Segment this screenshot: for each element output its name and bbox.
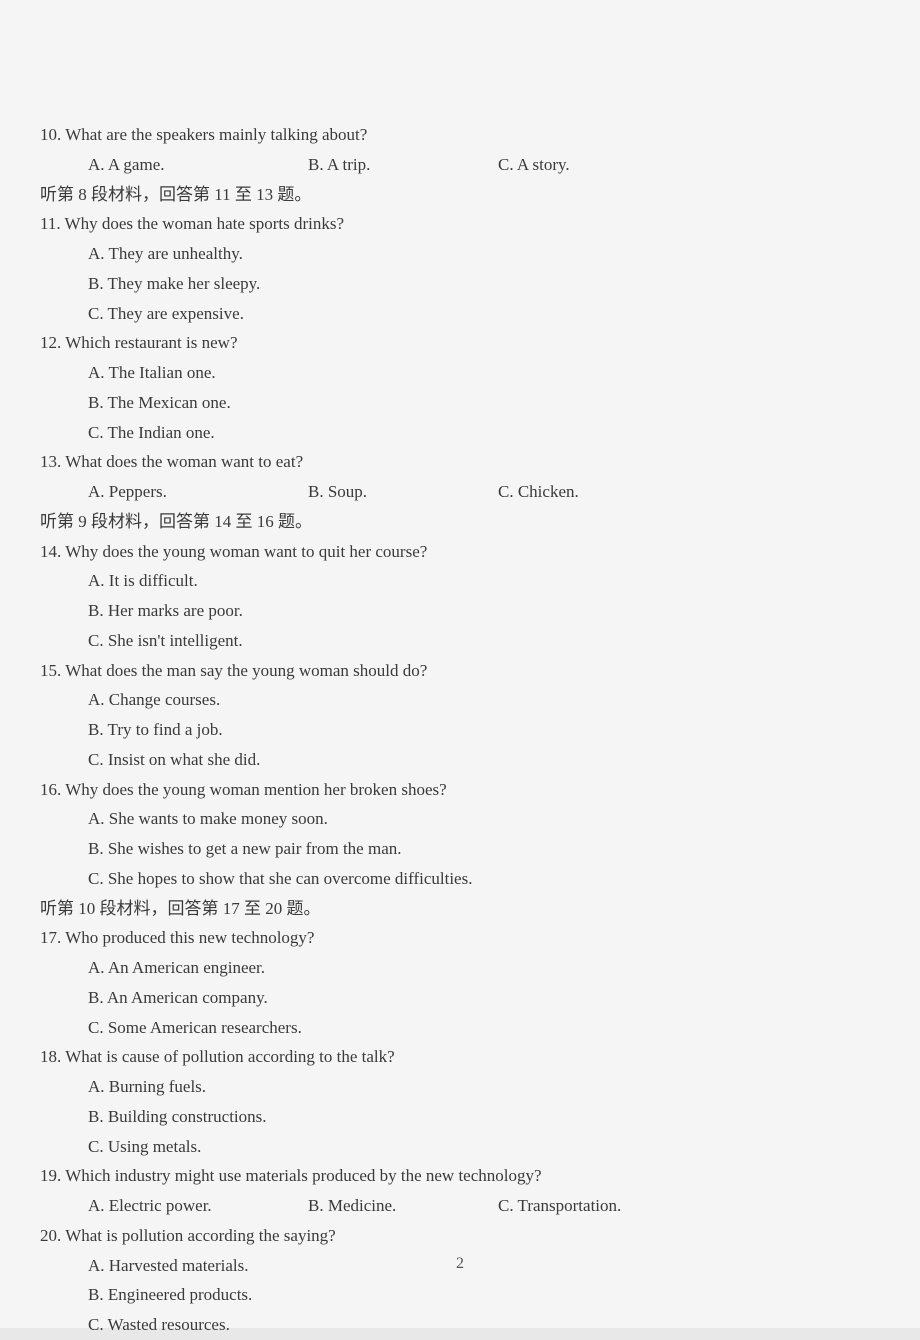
section-9-header: 听第 9 段材料，回答第 14 至 16 题。 (40, 507, 880, 537)
q13-b: B. Soup. (308, 477, 498, 507)
q13-prompt: 13. What does the woman want to eat? (40, 447, 880, 477)
q15-prompt: 15. What does the man say the young woma… (40, 656, 880, 686)
q10-a: A. A game. (88, 150, 308, 180)
q12-options: A. The Italian one. B. The Mexican one. … (40, 358, 880, 447)
q11-a: A. They are unhealthy. (88, 239, 880, 269)
q10-options: A. A game. B. A trip. C. A story. (40, 150, 880, 180)
q19-b: B. Medicine. (308, 1191, 498, 1221)
q16-options: A. She wants to make money soon. B. She … (40, 804, 880, 893)
q15-options: A. Change courses. B. Try to find a job.… (40, 685, 880, 774)
q15-b: B. Try to find a job. (88, 715, 880, 745)
q12-b: B. The Mexican one. (88, 388, 880, 418)
q10-c: C. A story. (498, 150, 698, 180)
q18-b: B. Building constructions. (88, 1102, 880, 1132)
q11-prompt: 11. Why does the woman hate sports drink… (40, 209, 880, 239)
q11-c: C. They are expensive. (88, 299, 880, 329)
q16-prompt: 16. Why does the young woman mention her… (40, 775, 880, 805)
q16-b: B. She wishes to get a new pair from the… (88, 834, 880, 864)
q17-c: C. Some American researchers. (88, 1013, 880, 1043)
q11-b: B. They make her sleepy. (88, 269, 880, 299)
q14-c: C. She isn't intelligent. (88, 626, 880, 656)
q17-prompt: 17. Who produced this new technology? (40, 923, 880, 953)
section-8-header: 听第 8 段材料，回答第 11 至 13 题。 (40, 180, 880, 210)
q14-a: A. It is difficult. (88, 566, 880, 596)
q18-options: A. Burning fuels. B. Building constructi… (40, 1072, 880, 1161)
q19-a: A. Electric power. (88, 1191, 308, 1221)
q20-b: B. Engineered products. (88, 1280, 880, 1310)
q10-prompt: 10. What are the speakers mainly talking… (40, 120, 880, 150)
page-number: 2 (0, 1250, 920, 1278)
q18-a: A. Burning fuels. (88, 1072, 880, 1102)
q15-c: C. Insist on what she did. (88, 745, 880, 775)
q12-c: C. The Indian one. (88, 418, 880, 448)
q13-options: A. Peppers. B. Soup. C. Chicken. (40, 477, 880, 507)
q12-prompt: 12. Which restaurant is new? (40, 328, 880, 358)
q20-prompt: 20. What is pollution according the sayi… (40, 1221, 880, 1251)
q17-options: A. An American engineer. B. An American … (40, 953, 880, 1042)
q17-b: B. An American company. (88, 983, 880, 1013)
q18-prompt: 18. What is cause of pollution according… (40, 1042, 880, 1072)
q16-c: C. She hopes to show that she can overco… (88, 864, 880, 894)
section-10-header: 听第 10 段材料，回答第 17 至 20 题。 (40, 894, 880, 924)
q15-a: A. Change courses. (88, 685, 880, 715)
q17-a: A. An American engineer. (88, 953, 880, 983)
q16-a: A. She wants to make money soon. (88, 804, 880, 834)
q11-options: A. They are unhealthy. B. They make her … (40, 239, 880, 328)
q18-c: C. Using metals. (88, 1132, 880, 1162)
q14-b: B. Her marks are poor. (88, 596, 880, 626)
q14-options: A. It is difficult. B. Her marks are poo… (40, 566, 880, 655)
exam-page: 10. What are the speakers mainly talking… (0, 0, 920, 1328)
q13-a: A. Peppers. (88, 477, 308, 507)
q19-options: A. Electric power. B. Medicine. C. Trans… (40, 1191, 880, 1221)
q20-c: C. Wasted resources. (88, 1310, 880, 1340)
q12-a: A. The Italian one. (88, 358, 880, 388)
q14-prompt: 14. Why does the young woman want to qui… (40, 537, 880, 567)
q19-c: C. Transportation. (498, 1191, 698, 1221)
q10-b: B. A trip. (308, 150, 498, 180)
q13-c: C. Chicken. (498, 477, 698, 507)
q19-prompt: 19. Which industry might use materials p… (40, 1161, 880, 1191)
